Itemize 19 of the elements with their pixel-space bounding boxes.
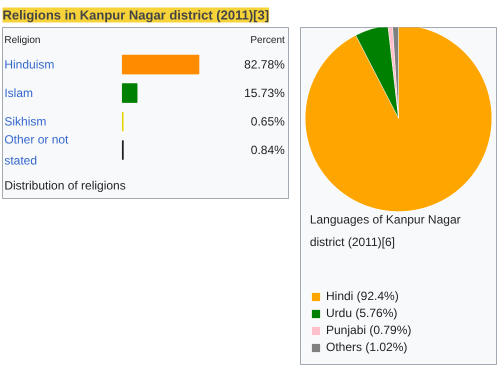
y-tick-label: Islam	[4, 86, 34, 100]
y-tick-label: Sikhism	[4, 114, 46, 129]
data-label: 0.84%	[250, 143, 286, 158]
data-label: 82.78%	[244, 58, 286, 72]
bar	[122, 83, 138, 103]
text: Percent	[250, 34, 286, 46]
data-label: 0.65%	[250, 114, 286, 129]
text: Religion	[4, 34, 40, 46]
legend-label: Others (1.02%)	[326, 340, 408, 354]
text: Languages of Kanpur Nagar district (2011)[6]	[310, 212, 461, 249]
y-tick-label: Hinduism	[4, 58, 54, 72]
y-tick-label: Other or not stated	[4, 132, 70, 168]
legend-label: Hindi (92.4%)	[326, 289, 399, 303]
chart-title: Religions in Kanpur Nagar district (2011)[3]	[2, 8, 270, 22]
text: Distribution of religions	[4, 178, 126, 193]
data-label: 15.73%	[244, 86, 286, 100]
legend-label: Urdu (5.76%)	[326, 306, 398, 320]
bar	[122, 54, 200, 74]
legend-label: Punjabi (0.79%)	[326, 323, 412, 337]
